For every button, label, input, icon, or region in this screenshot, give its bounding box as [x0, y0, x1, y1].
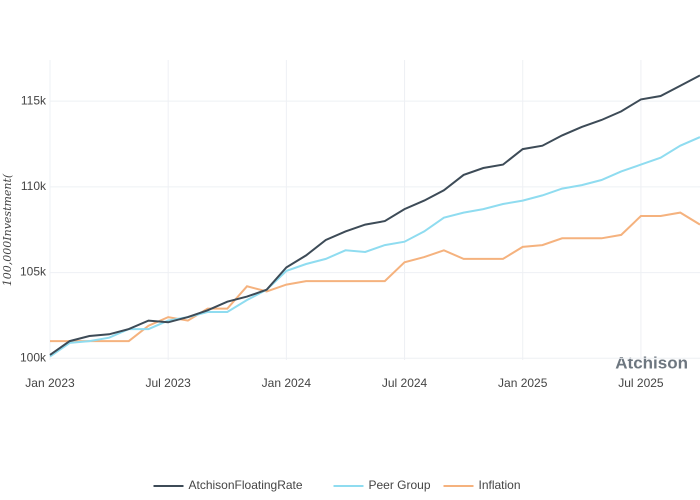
x-tick-label: Jan 2023 — [25, 376, 75, 390]
x-tick-label: Jul 2023 — [145, 376, 191, 390]
series-line — [49, 74, 700, 356]
plot: 100k 105k 110k 115k Jan 2023 Jul 2023 Jan 2024… — [20, 60, 700, 492]
y-tick-label: 105k — [20, 265, 47, 279]
x-tick-label: Jan 2025 — [498, 376, 548, 390]
series-line — [49, 136, 700, 358]
y-tick-label: 100k — [20, 350, 47, 364]
legend-label: Inflation — [479, 478, 521, 492]
x-tick-label: Jul 2024 — [382, 376, 428, 390]
legend-label: Peer Group — [369, 478, 431, 492]
y-axis-label: 100,000Investment( — [1, 173, 14, 286]
y-tick-label: 110k — [21, 179, 47, 193]
y-tick-label: 115k — [21, 93, 47, 107]
x-tick-label: Jan 2024 — [262, 376, 312, 390]
legend-label: AtchisonFloatingRate — [189, 478, 303, 492]
x-tick-label: Jul 2025 — [618, 376, 664, 390]
watermark: Atchison — [615, 353, 688, 372]
